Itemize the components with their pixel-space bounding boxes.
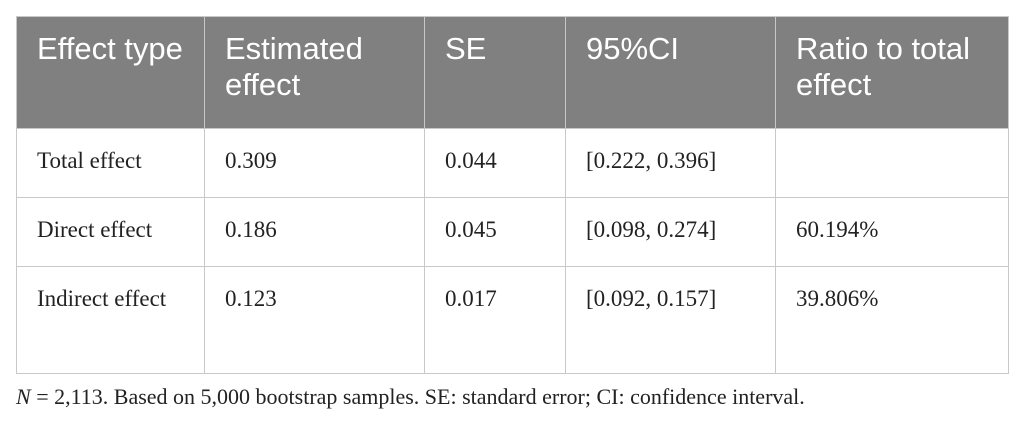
table-cell: 60.194% — [775, 197, 1009, 267]
table-cell: 0.123 — [204, 266, 425, 374]
footnote: N = 2,113. Based on 5,000 bootstrap samp… — [16, 384, 805, 410]
table-cell: [0.092, 0.157] — [565, 266, 776, 374]
table-cell: [0.098, 0.274] — [565, 197, 776, 267]
table-row: Indirect effect 0.123 0.017 [0.092, 0.157] 3… — [16, 266, 1009, 374]
header-row: Effect type Estimated effect SE 95%CI Ratio … — [16, 16, 1009, 129]
table-cell: 0.044 — [424, 128, 566, 198]
table-row: Total effect 0.309 0.044 [0.222, 0.396] — [16, 128, 1009, 198]
header-cell: Ratio to total effect — [775, 16, 1009, 129]
header-cell: Effect type — [16, 16, 205, 129]
table-cell: 0.309 — [204, 128, 425, 198]
table-cell: 39.806% — [775, 266, 1009, 374]
table-cell: 0.017 — [424, 266, 566, 374]
header-cell: SE — [424, 16, 566, 129]
header-cell: 95%CI — [565, 16, 776, 129]
table-cell — [775, 128, 1009, 198]
table-cell: Total effect — [16, 128, 205, 198]
footnote-variable: N — [16, 384, 31, 409]
table-cell: Indirect effect — [16, 266, 205, 374]
table-body: Total effect 0.309 0.044 [0.222, 0.396] Dire… — [16, 128, 1009, 374]
table-row: Direct effect 0.186 0.045 [0.098, 0.274] 60.… — [16, 197, 1009, 267]
table-cell: 0.045 — [424, 197, 566, 267]
results-table: Effect type Estimated effect SE 95%CI Ratio … — [16, 16, 1009, 374]
table-cell: 0.186 — [204, 197, 425, 267]
table-cell: [0.222, 0.396] — [565, 128, 776, 198]
table-cell: Direct effect — [16, 197, 205, 267]
footnote-text: = 2,113. Based on 5,000 bootstrap sample… — [30, 384, 805, 409]
header-cell: Estimated effect — [204, 16, 425, 129]
